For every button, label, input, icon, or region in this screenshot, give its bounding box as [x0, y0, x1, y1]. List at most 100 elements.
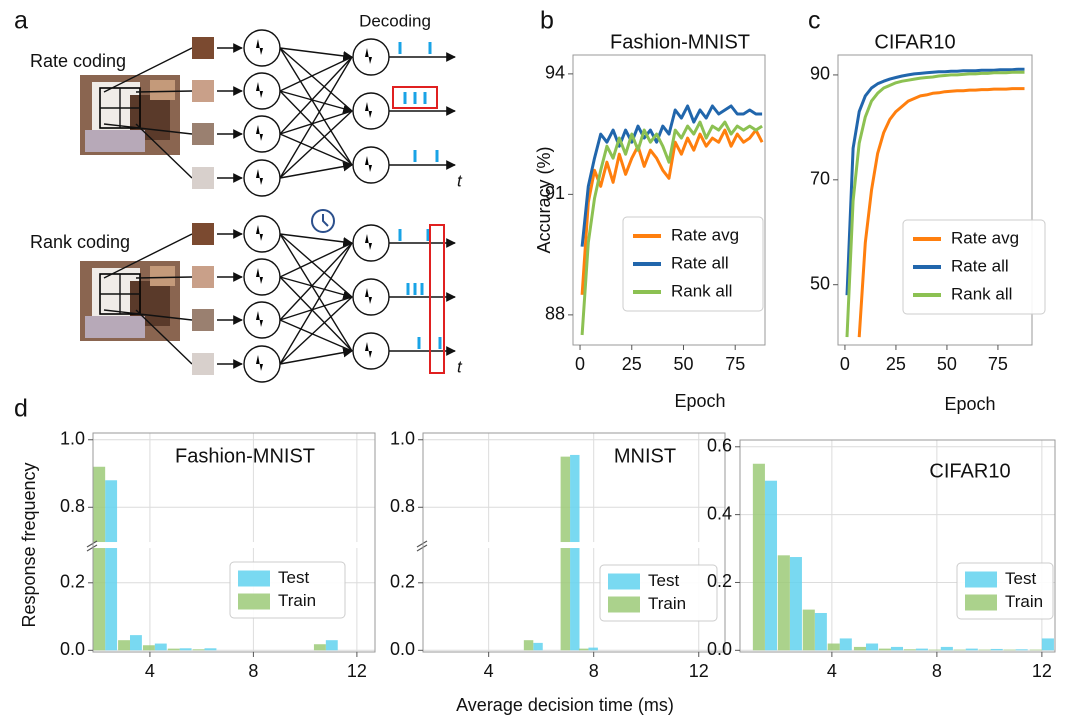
y-tick-label: 70: [810, 169, 830, 189]
rank-coding-label: Rank coding: [30, 232, 130, 252]
y-tick-label: 0.0: [707, 639, 732, 659]
spikes: [398, 42, 442, 349]
chart-title: CIFAR10: [874, 31, 955, 53]
y-tick-label: 1.0: [60, 429, 85, 449]
plot-frame: [572, 54, 766, 346]
bar: [802, 609, 815, 651]
bar: [533, 642, 543, 651]
y-tick-label: 0.0: [390, 639, 415, 659]
x-tick-label: 12: [689, 661, 709, 681]
x-tick-label: 50: [937, 354, 957, 374]
bar: [1003, 649, 1016, 651]
rate-decoding-box: [392, 86, 438, 109]
series-line: [580, 104, 763, 247]
bar: [953, 649, 966, 651]
bar: [827, 643, 840, 651]
bar: [1041, 638, 1054, 651]
legend-swatch: [608, 596, 640, 613]
y-tick-label: 0.8: [390, 496, 415, 516]
bar: [570, 454, 580, 651]
bar: [839, 638, 852, 651]
y-tick-label: 90: [810, 64, 830, 84]
x-tick-label: 12: [347, 661, 367, 681]
rate-coding-label: Rate coding: [30, 51, 126, 71]
x-tick-label: 0: [840, 354, 850, 374]
legend-label: Rate avg: [671, 225, 739, 244]
bar: [853, 646, 866, 651]
x-tick-label: 50: [673, 354, 693, 374]
bar: [978, 649, 991, 651]
bar: [890, 646, 904, 651]
chart-title: Fashion-MNIST: [175, 445, 315, 467]
axis-break: [92, 542, 376, 549]
bar: [764, 480, 778, 651]
axis-break-mark: [86, 540, 98, 552]
series-line: [580, 128, 764, 295]
bar: [866, 643, 879, 651]
decoding-label: Decoding: [359, 11, 431, 30]
legend-swatch: [608, 573, 640, 590]
x-tick-label: 25: [622, 354, 642, 374]
x-axis-label: Epoch: [674, 391, 725, 411]
bar: [325, 640, 338, 651]
x-tick-label: 4: [827, 661, 837, 681]
bar: [179, 648, 192, 651]
y-tick-label: 0.8: [60, 496, 85, 516]
legend-swatch: [238, 570, 270, 587]
plot-frame: [837, 54, 1033, 346]
legend-swatch: [965, 571, 997, 588]
chart-title: CIFAR10: [929, 460, 1010, 482]
y-axis-label: Accuracy (%): [534, 146, 554, 253]
panel-label: a: [14, 7, 28, 35]
panel-a-diagram: Rate coding Rank coding Decoding t t: [30, 11, 463, 382]
bar: [814, 612, 827, 651]
legend-label: Rate all: [671, 253, 729, 272]
shared-x-label: Average decision time (ms): [456, 695, 674, 715]
bar: [129, 635, 142, 651]
bar: [878, 648, 891, 651]
legend-label: Rank all: [671, 281, 732, 300]
legend-swatch: [965, 594, 997, 611]
legend-label: Train: [648, 594, 686, 613]
x-tick-label: 75: [988, 354, 1008, 374]
x-tick-label: 0: [575, 354, 585, 374]
y-tick-label: 91: [545, 183, 565, 203]
chart-title: MNIST: [614, 445, 676, 467]
plot-frame: [739, 439, 1056, 653]
chart-title: Fashion-MNIST: [610, 31, 750, 53]
bar: [192, 649, 205, 651]
bar: [903, 649, 916, 651]
x-tick-label: 25: [886, 354, 906, 374]
panel-label: b: [540, 7, 554, 35]
y-tick-label: 0.0: [60, 639, 85, 659]
bar: [204, 648, 217, 651]
bar: [965, 648, 978, 651]
bar: [313, 644, 326, 651]
y-tick-label: 94: [545, 63, 565, 83]
bar: [167, 648, 180, 651]
bar: [93, 466, 106, 651]
legend-label: Train: [278, 591, 316, 610]
chart: 0 25 50 75 88 91 94 Fashion-MNIST Epoch Accuracy …: [534, 31, 766, 411]
x-tick-label: 8: [248, 661, 258, 681]
bar: [928, 649, 941, 651]
bar: [990, 648, 1003, 651]
axis-break-mark: [416, 540, 428, 552]
series-line: [580, 120, 763, 336]
bar: [523, 640, 534, 651]
y-tick-label: 0.6: [707, 436, 732, 456]
bar: [118, 640, 130, 651]
x-tick-label: 12: [1032, 661, 1052, 681]
legend-box: [622, 216, 764, 312]
y-tick-label: 50: [810, 273, 830, 293]
plot-frame: [422, 432, 726, 653]
y-tick-label: 88: [545, 304, 565, 324]
bar: [1015, 649, 1028, 651]
x-tick-label: 8: [932, 661, 942, 681]
x-tick-label: 75: [725, 354, 745, 374]
bar: [752, 463, 765, 651]
legend-label: Rank all: [951, 284, 1012, 303]
bar: [789, 557, 802, 651]
bar: [940, 646, 953, 651]
